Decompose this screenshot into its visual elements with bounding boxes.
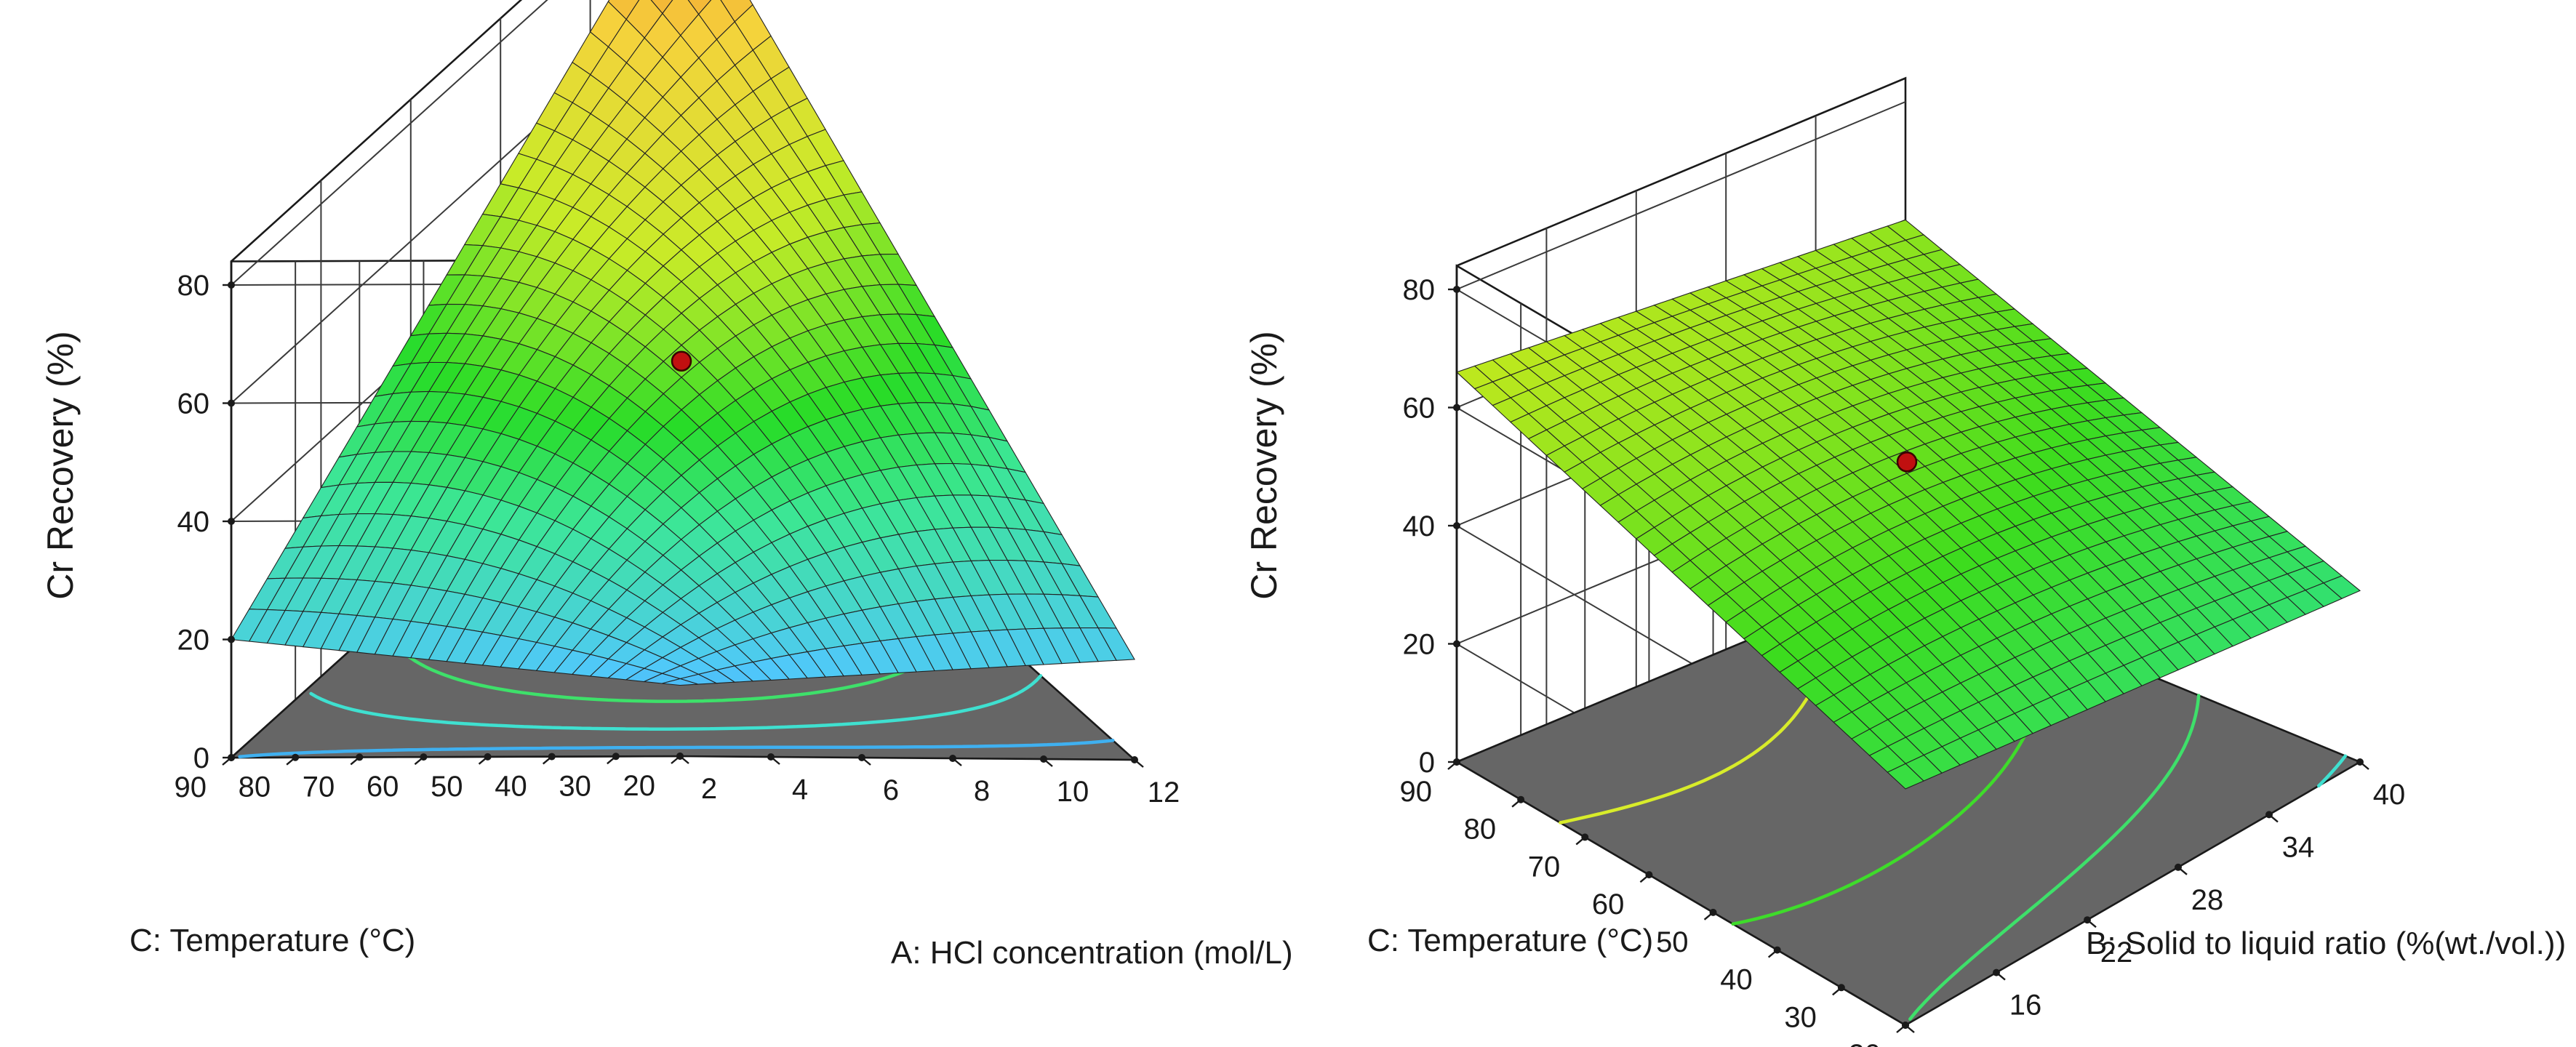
- x-tick-label: 2: [701, 773, 717, 805]
- z-tick-label: 40: [177, 506, 210, 538]
- x-tick-label: 6: [883, 774, 899, 806]
- y-tick-dot: [548, 753, 556, 761]
- y-tick-label: 20: [1849, 1039, 1881, 1047]
- contour-line-40: [1908, 694, 2201, 1021]
- z-tick-dot: [1453, 286, 1460, 293]
- chart-solid-liquid-temperature: 0 20 40 60 80 Cr Recovery (%) 10 16 22 28 34 40 B: S…: [1244, 76, 2566, 1047]
- contour-line-30: [309, 674, 1043, 731]
- z-tick-dot: [228, 518, 235, 525]
- y-tick-label: 70: [1528, 851, 1561, 883]
- z-tick-label: 80: [1403, 274, 1436, 306]
- x-tick-label: 4: [792, 774, 808, 806]
- y-axis: 20 30 40 50 60 70 80 90 C: Temperature (°C): [1367, 758, 1909, 1047]
- y-tick-label: 20: [623, 770, 656, 802]
- design-point-marker: [1896, 452, 1918, 473]
- z-tick-label: 0: [1419, 747, 1435, 779]
- y-tick-dot: [484, 753, 492, 761]
- x-tick-dot: [2356, 758, 2364, 766]
- y-tick-label: 70: [303, 771, 335, 803]
- x-tick-label: 40: [2373, 779, 2406, 811]
- z-axis-title: Cr Recovery (%): [40, 331, 81, 599]
- x-tick-label: 28: [2191, 884, 2224, 916]
- x-tick-label: 34: [2282, 831, 2315, 863]
- y-tick-dot: [1902, 1022, 1909, 1029]
- y-tick-dot: [1645, 871, 1653, 879]
- x-tick-dot: [2084, 916, 2091, 924]
- y-axis: 20 30 40 50 60 70 80 90 C: Temperature (°C): [129, 753, 684, 958]
- z-tick-dot: [1453, 640, 1460, 648]
- z-tick-label: 40: [1403, 510, 1436, 542]
- x-tick-dot: [1040, 755, 1047, 763]
- y-tick-label: 80: [239, 771, 271, 803]
- y-tick-label: 80: [1464, 814, 1497, 846]
- x-tick-label: 8: [974, 775, 990, 807]
- response-surface: [1455, 219, 2361, 790]
- z-axis-title: Cr Recovery (%): [1244, 331, 1284, 599]
- y-tick-label: 60: [367, 771, 399, 803]
- y-tick-dot: [676, 753, 684, 760]
- z-tick-dot: [228, 281, 235, 289]
- z-tick-dot: [1453, 404, 1460, 412]
- y-tick-label: 50: [1656, 926, 1689, 958]
- x-tick-dot: [1993, 968, 2000, 976]
- x-tick-label: 22: [2100, 936, 2133, 968]
- y-tick-label: 40: [1720, 964, 1753, 996]
- response-surface: [231, 0, 1135, 686]
- z-axis: 0 20 40 60 80 Cr Recovery (%): [1244, 265, 1460, 779]
- x-axis-title: B: Solid to liquid ratio (%(wt./vol.)): [2086, 926, 2566, 961]
- y-tick-dot: [1773, 946, 1781, 954]
- z-tick-dot: [1453, 522, 1460, 529]
- z-tick-dot: [228, 399, 235, 407]
- y-tick-dot: [1709, 908, 1717, 916]
- x-tick-label: 10: [1057, 776, 1089, 808]
- y-tick-dot: [1581, 833, 1589, 841]
- y-tick-label: 60: [1592, 888, 1625, 920]
- z-tick-label: 80: [177, 270, 210, 302]
- y-tick-dot: [228, 754, 235, 761]
- y-tick-dot: [1837, 984, 1845, 992]
- y-tick-dot: [612, 753, 620, 761]
- z-tick-dot: [228, 635, 235, 643]
- x-tick-dot: [1131, 756, 1138, 763]
- y-tick-label: 30: [1784, 1001, 1817, 1033]
- design-point-marker: [671, 350, 692, 372]
- x-tick-dot: [2175, 863, 2182, 871]
- x-tick-dot: [2265, 811, 2273, 819]
- x-tick-label: 16: [2009, 990, 2042, 1022]
- x-tick-label: 12: [1148, 777, 1180, 809]
- x-axis-title: A: HCl concentration (mol/L): [891, 935, 1293, 971]
- surface-cell: [662, 678, 699, 686]
- y-tick-label: 40: [495, 771, 527, 803]
- contour-line-30: [2316, 754, 2348, 788]
- y-tick-label: 30: [559, 770, 591, 802]
- x-axis: 2 4 6 8 10 12 A: HCl concentration (mol/L): [676, 753, 1293, 971]
- chart-hcl-temperature: 0 20 40 60 80 Cr Recovery (%) 2 4 6 8 10 12 A: HCl c…: [40, 0, 1293, 971]
- x-tick-label: 10: [1919, 1042, 1951, 1047]
- z-axis: 0 20 40 60 80 Cr Recovery (%): [40, 261, 235, 774]
- y-tick-label: 90: [1400, 776, 1433, 808]
- y-tick-dot: [1453, 758, 1460, 766]
- contour-line-20: [238, 739, 1115, 759]
- z-tick-label: 60: [177, 388, 210, 420]
- z-tick-label: 20: [177, 625, 210, 657]
- y-tick-label: 90: [175, 771, 207, 803]
- y-tick-dot: [292, 753, 300, 761]
- z-tick-label: 20: [1403, 629, 1436, 661]
- z-tick-label: 0: [193, 742, 209, 774]
- y-axis-title: C: Temperature (°C): [1367, 923, 1653, 958]
- surface-cell: [1887, 763, 1924, 790]
- y-tick-dot: [356, 753, 364, 761]
- z-tick-label: 60: [1403, 393, 1436, 425]
- y-tick-dot: [1517, 795, 1525, 803]
- x-tick-dot: [858, 754, 865, 761]
- y-tick-dot: [420, 753, 428, 761]
- y-tick-label: 50: [431, 771, 463, 803]
- surface-cell: [650, 0, 673, 15]
- y-axis-title: C: Temperature (°C): [129, 923, 415, 958]
- x-tick-dot: [767, 753, 775, 761]
- x-axis: 10 16 22 28 34 40 B: Solid to liquid ratio (%(…: [1902, 758, 2566, 1047]
- x-tick-dot: [949, 755, 956, 762]
